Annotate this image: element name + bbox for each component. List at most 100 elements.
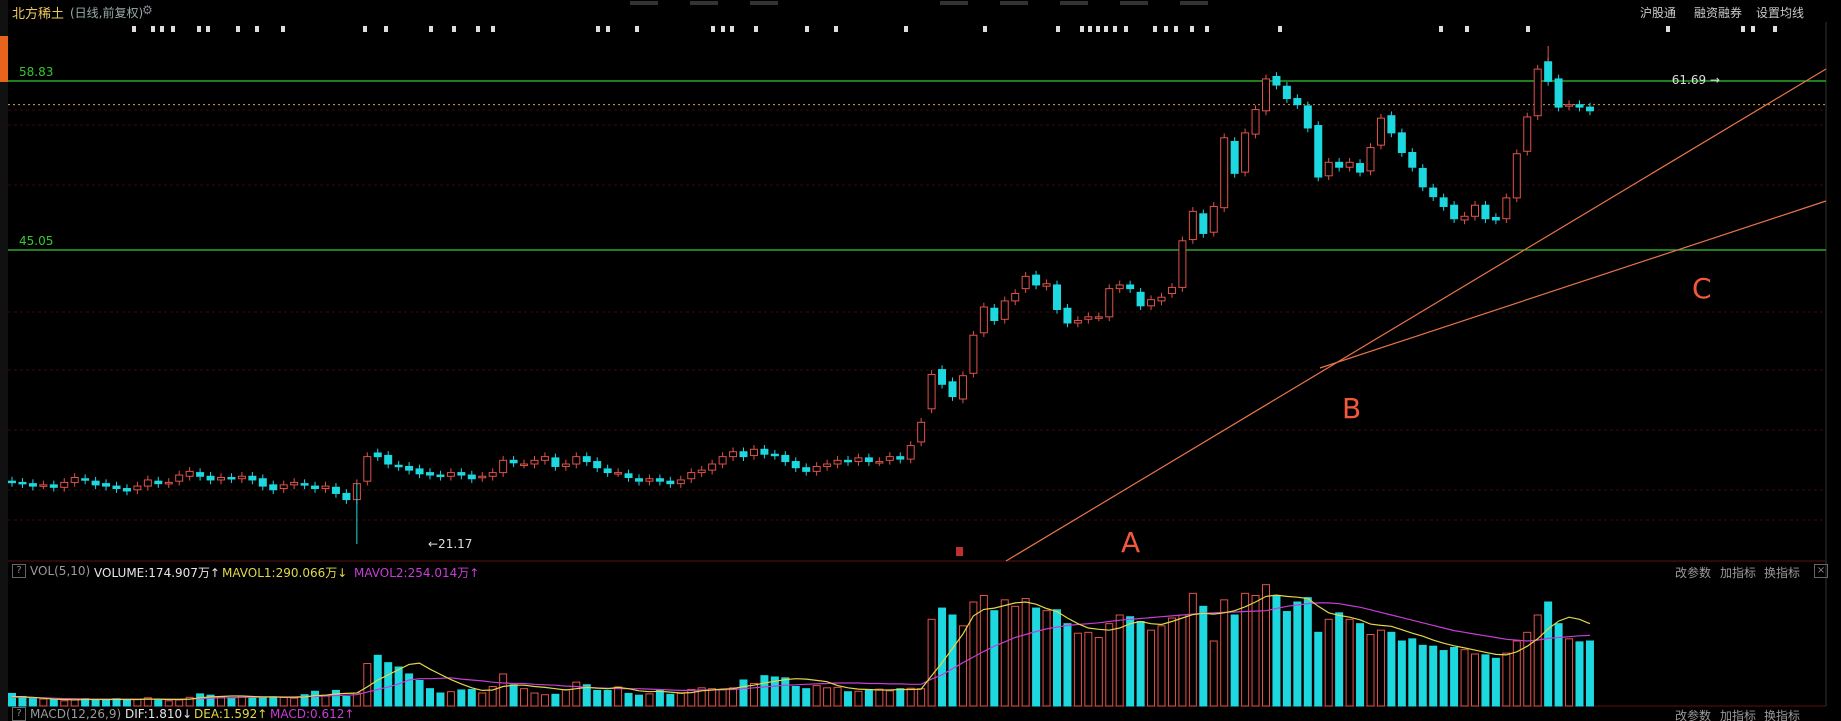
event-marker <box>834 26 838 32</box>
candle-body <box>958 375 967 400</box>
volume-bar <box>770 676 779 707</box>
macd-add-indicator-button[interactable]: 加指标 <box>1720 709 1757 721</box>
vol-switch-indicator-button[interactable]: 换指标 <box>1764 566 1801 580</box>
chart-header: 北方稀土 (日线,前复权) ⚙ 沪股通 融资融券 设置均线 <box>8 0 1841 22</box>
volume-bar <box>854 690 863 707</box>
volume-bar <box>1094 637 1103 707</box>
event-markers <box>132 26 1777 556</box>
volume-bar <box>1523 631 1532 707</box>
candle-body <box>1084 316 1093 320</box>
event-marker <box>1124 26 1128 32</box>
candle-body <box>708 463 717 471</box>
volume-bar <box>446 691 455 707</box>
candle-body <box>436 474 445 478</box>
volume-bar <box>802 688 811 707</box>
event-marker <box>1088 26 1092 32</box>
volume-bar <box>1063 623 1072 707</box>
volume-bar <box>969 601 978 707</box>
volume-bar <box>1147 629 1156 707</box>
candle-body <box>457 472 466 476</box>
vol-params-button[interactable]: 改参数 <box>1675 566 1712 580</box>
volume-bar <box>1011 605 1020 707</box>
candle-body <box>1439 197 1448 207</box>
volume-bar <box>154 699 163 707</box>
volume-value: VOLUME:174.907万↑ <box>94 566 220 580</box>
candle-body <box>1450 204 1459 220</box>
vol-close-icon[interactable]: × <box>1814 564 1828 578</box>
macd-help-icon[interactable]: ? <box>12 707 26 721</box>
volume-bar <box>1241 592 1250 707</box>
volume-bar <box>300 694 309 707</box>
volume-bar <box>488 686 497 707</box>
macd-params-button[interactable]: 改参数 <box>1675 709 1712 721</box>
event-marker <box>635 26 639 32</box>
candle-body <box>864 457 873 463</box>
gear-icon[interactable]: ⚙ <box>142 3 153 17</box>
candle-body <box>520 463 529 467</box>
volume-bar <box>1460 649 1469 707</box>
point-label-a: A <box>1121 526 1140 559</box>
volume-bar <box>582 684 591 707</box>
candle-body <box>593 461 602 469</box>
point-label-b: B <box>1342 392 1361 425</box>
candle-body <box>1136 291 1145 307</box>
volume-header: ? VOL(5,10) VOLUME:174.907万↑ MAVOL1:290.… <box>8 563 1841 581</box>
candles <box>8 46 1594 544</box>
link-set-ma[interactable]: 设置均线 <box>1756 6 1805 20</box>
volume-bar <box>1209 640 1218 707</box>
candle-body <box>143 479 152 487</box>
volume-bar <box>927 618 936 707</box>
candle-body <box>154 480 163 485</box>
candle-body <box>729 451 738 458</box>
event-marker <box>429 26 433 32</box>
volume-bar <box>1199 605 1208 707</box>
vol-add-indicator-button[interactable]: 加指标 <box>1720 566 1757 580</box>
stock-title[interactable]: 北方稀土 <box>12 7 65 22</box>
candle-body <box>1094 316 1103 319</box>
candle-body <box>540 456 549 461</box>
volume-bar <box>436 692 445 707</box>
candle-body <box>81 478 90 481</box>
volume-bar <box>290 697 299 707</box>
candle-body <box>1188 210 1197 241</box>
candle-body <box>1356 163 1365 173</box>
candle-body <box>405 465 414 471</box>
candle-body <box>1230 140 1239 174</box>
volume-bar <box>91 699 100 707</box>
volume-bar <box>1387 631 1396 707</box>
event-marker <box>384 26 388 32</box>
volume-bar <box>143 697 152 707</box>
volume-bar <box>676 692 685 707</box>
trendline-ab <box>1005 68 1827 562</box>
candle-body <box>196 472 205 477</box>
volume-bar <box>551 693 560 707</box>
event-marker <box>160 26 164 32</box>
active-indicator[interactable] <box>0 36 8 82</box>
link-margin-trading[interactable]: 融资融券 <box>1694 6 1743 20</box>
candle-body <box>363 456 372 482</box>
volume-bar <box>1303 597 1312 707</box>
event-marker <box>1439 26 1443 32</box>
volume-bar <box>917 688 926 707</box>
volume-bar <box>1450 647 1459 707</box>
macd-switch-indicator-button[interactable]: 换指标 <box>1764 709 1801 721</box>
volume-bar <box>478 692 487 707</box>
volume-bar <box>791 686 800 707</box>
help-icon[interactable]: ? <box>12 564 26 578</box>
event-marker <box>904 26 908 32</box>
candle-body <box>237 475 246 480</box>
volume-bar <box>122 699 131 707</box>
volume-bar <box>572 681 581 707</box>
candle-body <box>979 306 988 334</box>
candle-body <box>1199 213 1208 234</box>
event-marker <box>1205 26 1209 32</box>
volume-bar <box>1262 584 1270 707</box>
event-marker <box>236 26 240 32</box>
link-hk-connect[interactable]: 沪股通 <box>1640 6 1677 20</box>
volume-bar <box>1000 599 1009 707</box>
candle-body <box>1303 105 1312 129</box>
candle-body <box>1376 117 1385 146</box>
volume-bar <box>457 689 466 707</box>
candle-body <box>875 461 884 464</box>
